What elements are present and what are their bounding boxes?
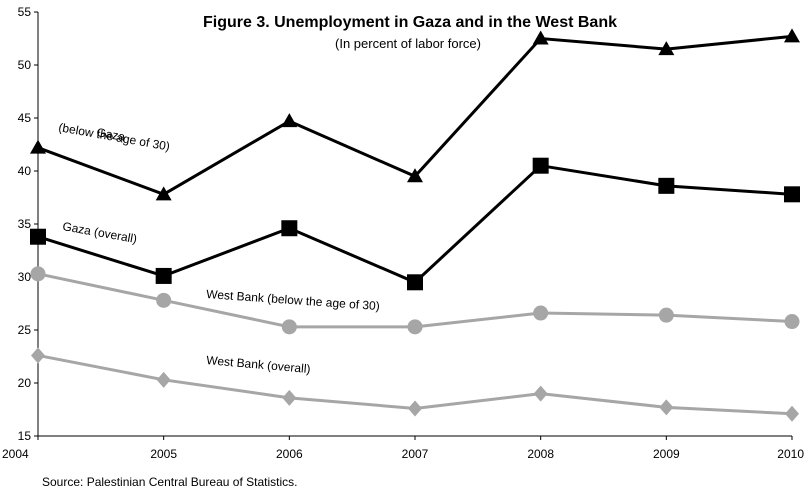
x-tick-label: 2008: [527, 447, 554, 461]
circle-marker: [658, 307, 674, 323]
circle-marker: [784, 314, 800, 330]
square-marker: [281, 220, 298, 237]
square-marker: [658, 177, 675, 194]
series-2-label: Gaza (overall): [61, 219, 138, 246]
diamond-marker: [533, 385, 548, 402]
triangle-marker: [407, 168, 423, 183]
chart-title: Figure 3. Unemployment in Gaza and in th…: [203, 14, 617, 31]
axes: 15 20 25 30 35 40 45 50 55 2004 2005 2006 2007 2008 20…: [2, 5, 804, 461]
circle-marker: [30, 266, 46, 282]
y-tick-label: 50: [18, 58, 32, 72]
square-marker: [155, 267, 172, 284]
series-3-label: West Bank (below the age of 30): [206, 287, 380, 313]
square-marker: [407, 274, 423, 291]
x-tick-label: 2010: [777, 447, 804, 461]
y-tick-label: 40: [18, 164, 32, 178]
triangle-marker: [155, 186, 172, 201]
series-layer: [30, 28, 800, 422]
x-tick-label: 2005: [150, 447, 177, 461]
series-2: [30, 157, 800, 291]
circle-marker: [156, 292, 172, 308]
series-4-label: West Bank (overall): [206, 353, 311, 376]
triangle-marker: [30, 139, 46, 154]
diamond-marker: [785, 405, 799, 422]
square-marker: [784, 186, 800, 203]
y-tick-label: 25: [18, 323, 32, 337]
series-4: [31, 347, 799, 422]
chart-subtitle: (In percent of labor force): [335, 36, 481, 51]
diamond-marker: [659, 399, 674, 416]
triangle-marker: [784, 28, 800, 43]
x-tick-label: 2006: [276, 447, 303, 461]
y-tick-label: 20: [18, 376, 32, 390]
y-tick-label: 30: [18, 270, 32, 284]
series-1-label: (below the age of 30): [57, 120, 170, 153]
source-note: Source: Palestinian Central Bureau of St…: [42, 475, 297, 489]
diamond-marker: [156, 371, 171, 388]
diamond-marker: [31, 347, 45, 364]
series-3: [30, 266, 800, 335]
series-1: [30, 28, 800, 201]
diamond-marker: [282, 389, 297, 406]
circle-marker: [281, 319, 297, 335]
x-tick-label: 2004: [2, 447, 29, 461]
y-tick-label: 45: [18, 111, 32, 125]
square-marker: [30, 228, 46, 245]
x-tick-label: 2009: [653, 447, 680, 461]
series-2-line: [37, 164, 793, 285]
triangle-marker: [281, 113, 298, 128]
triangle-marker: [658, 41, 675, 56]
square-marker: [532, 157, 549, 174]
series-1-label: Gaza: [95, 125, 126, 144]
circle-marker: [533, 305, 549, 321]
triangle-marker: [532, 30, 549, 45]
y-tick-label: 55: [18, 5, 32, 19]
y-tick-label: 35: [18, 217, 32, 231]
circle-marker: [407, 319, 423, 335]
y-tick-label: 15: [18, 429, 32, 443]
diamond-marker: [408, 400, 422, 417]
x-tick-label: 2007: [402, 447, 429, 461]
